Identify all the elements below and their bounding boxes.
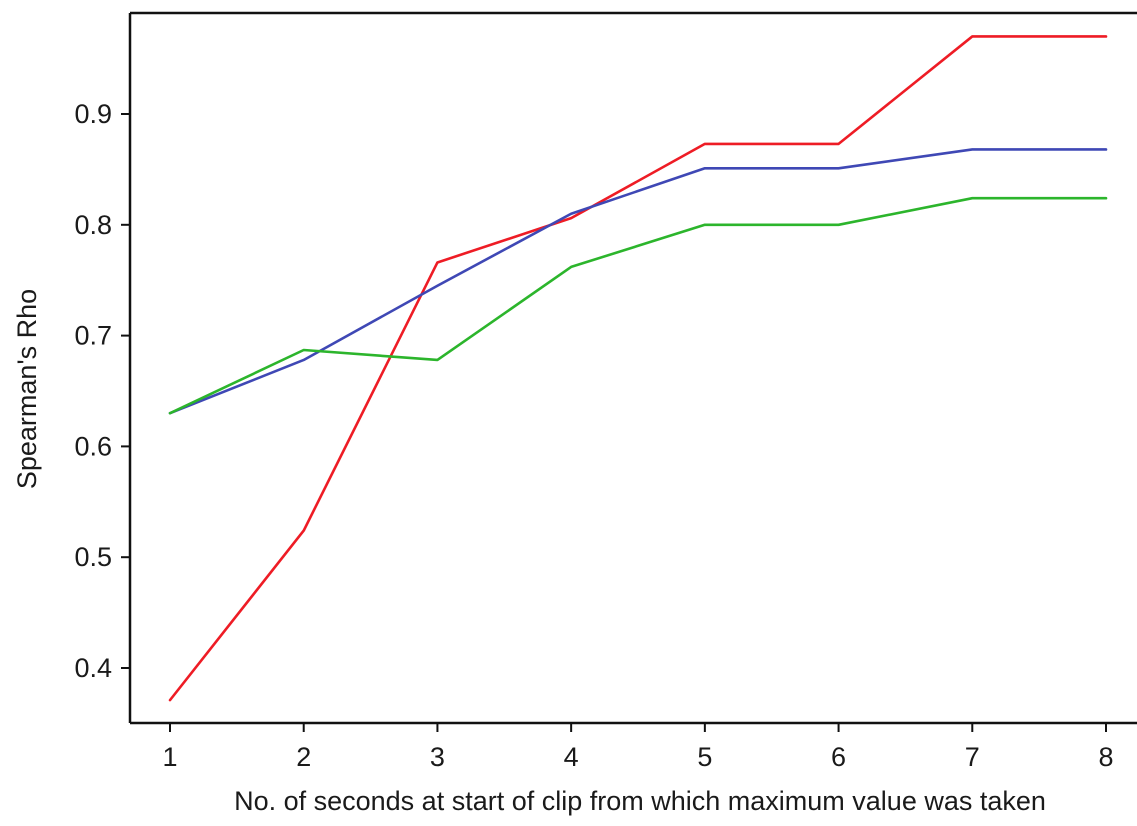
x-tick-label: 2 — [296, 742, 311, 772]
x-tick-label: 5 — [697, 742, 712, 772]
y-tick-label: 0.5 — [74, 542, 112, 572]
x-tick-label: 1 — [162, 742, 177, 772]
x-tick-label: 8 — [1098, 742, 1113, 772]
x-axis-ticks: 1 2 3 4 5 6 7 8 — [162, 723, 1114, 772]
plot-frame — [128, 11, 1137, 725]
y-tick-label: 0.6 — [74, 431, 112, 461]
y-axis-ticks: 0.4 0.5 0.6 0.7 0.8 0.9 — [74, 99, 130, 683]
series-line-blue — [168, 148, 1108, 415]
x-tick-label: 3 — [430, 742, 445, 772]
x-tick-label: 6 — [831, 742, 846, 772]
y-tick-label: 0.7 — [74, 321, 112, 351]
y-tick-label: 0.8 — [74, 210, 112, 240]
x-tick-label: 7 — [965, 742, 980, 772]
series-group — [168, 35, 1108, 702]
y-tick-label: 0.4 — [74, 653, 112, 683]
x-tick-label: 4 — [564, 742, 579, 772]
series-line-red — [168, 35, 1108, 702]
y-tick-label: 0.9 — [74, 99, 112, 129]
x-axis-title: No. of seconds at start of clip from whi… — [234, 786, 1046, 816]
series-line-green — [168, 196, 1108, 415]
y-axis-title: Spearman's Rho — [12, 289, 42, 489]
